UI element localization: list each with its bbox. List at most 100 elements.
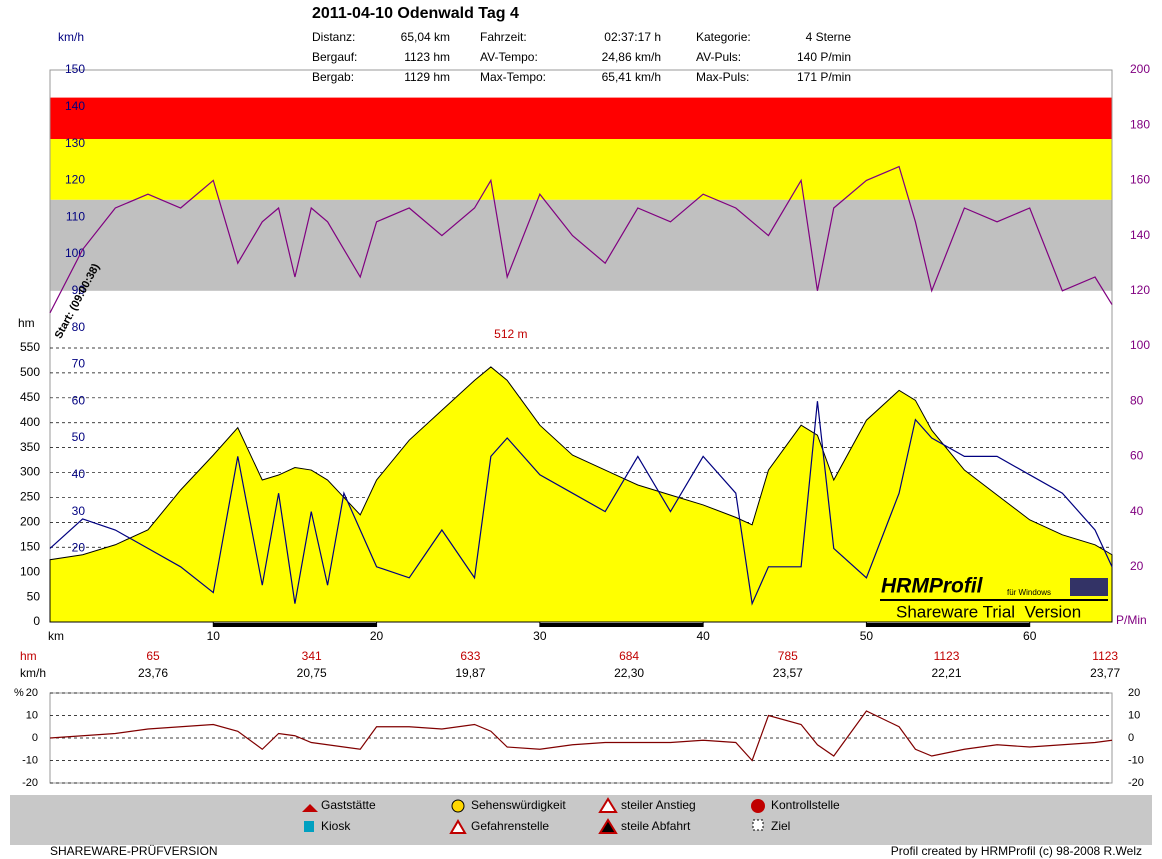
y2-tick-label: 80 (1130, 393, 1144, 407)
y-tick-label: 100 (20, 564, 40, 578)
y-tick-label: 150 (20, 539, 40, 553)
icon (751, 799, 765, 813)
split-hm: 684 (619, 649, 639, 663)
icon (304, 821, 314, 832)
stat-label: Max-Tempo: (480, 70, 546, 84)
y2-tick-label: 20 (1130, 559, 1144, 573)
icon (598, 818, 618, 834)
icon (449, 819, 467, 834)
stat-label: Bergab: (312, 70, 354, 84)
y3-tick-label: 150 (65, 62, 85, 76)
y-tick-label: -10 (1128, 754, 1144, 766)
icon (451, 799, 465, 813)
split-kmh: 19,87 (455, 666, 485, 680)
y3-tick-label: 140 (65, 99, 85, 113)
split-hm: 341 (302, 649, 322, 663)
y3-tick-label: 20 (72, 541, 86, 555)
main-chart: 0 50 100 150 200 250 300 350 400 450 500 550 hm 10 20 3… (18, 30, 1150, 643)
x-tick-label: 30 (533, 629, 547, 643)
stat-value: 171 P/min (797, 70, 851, 84)
hr-zone (50, 139, 1112, 200)
y2-tick-label: 200 (1130, 62, 1150, 76)
split-hm: 65 (146, 649, 160, 663)
elevation-area (49, 366, 1113, 623)
x-tick-label: 20 (370, 629, 384, 643)
x-tick-label: 40 (696, 629, 710, 643)
y3-tick-label: 50 (72, 430, 86, 444)
split-kmh: 23,77 (1090, 666, 1120, 680)
y3-tick-label: 130 (65, 136, 85, 150)
y2-tick-label: 100 (1130, 338, 1150, 352)
series-line (49, 165, 1113, 314)
stat-value: 65,04 km (401, 30, 450, 44)
y2-tick-label: 160 (1130, 173, 1150, 187)
legend-label: steile Abfahrt (621, 819, 691, 833)
y3-tick-label: 60 (72, 393, 86, 407)
stat-value: 4 Sterne (806, 30, 852, 44)
stats: Distanz: 65,04 km Fahrzeit: 02:37:17 h Kateg… (312, 30, 851, 84)
y-tick-label: 0 (32, 732, 38, 744)
footer-right: Profil created by HRMProfil (c) 98-2008 … (891, 844, 1142, 858)
stat-label: Kategorie: (696, 30, 751, 44)
peak-label: 512 m (494, 327, 527, 341)
stat-label: Distanz: (312, 30, 355, 44)
brand-trial: Shareware Trial Version (896, 602, 1081, 621)
y-tick-label: 0 (1128, 732, 1134, 744)
x-axis-label: km (48, 629, 64, 643)
y-tick-label: 400 (20, 415, 40, 429)
y-tick-label: 450 (20, 390, 40, 404)
splits-hm-label: hm (20, 649, 37, 663)
y-tick-label: -10 (22, 754, 38, 766)
y-axis-label: % (14, 687, 24, 699)
splits: hm km/h 65 23,76 341 20,75 633 19,87 684 22,30 785… (20, 649, 1121, 680)
stat-value: 02:37:17 h (604, 30, 661, 44)
icon (302, 804, 318, 812)
brand-name: HRMProfil (881, 575, 984, 598)
y-tick-label: 0 (33, 614, 40, 628)
y3-tick-label: 90 (72, 283, 86, 297)
split-hm: 1123 (1092, 649, 1118, 663)
y-tick-label: 20 (1128, 687, 1140, 699)
splits-kmh-label: km/h (20, 666, 46, 680)
y-tick-label: -20 (22, 777, 38, 789)
split-hm: 633 (460, 649, 480, 663)
footer-left: SHAREWARE-PRÜFVERSION (50, 844, 218, 858)
y-tick-label: 500 (20, 365, 40, 379)
y3-axis-label: km/h (58, 30, 84, 44)
gradient-chart: -20 -20 -10 -10 0 0 10 10 20 20% (14, 687, 1144, 789)
x-tick-label: 10 (207, 629, 221, 643)
y-tick-label: 550 (20, 340, 40, 354)
stat-label: AV-Tempo: (480, 50, 538, 64)
y2-tick-label: 180 (1130, 117, 1150, 131)
y2-axis-label: P/Min (1116, 613, 1147, 627)
x-tick-label: 50 (860, 629, 874, 643)
split-kmh: 22,30 (614, 666, 644, 680)
brand-icon (1070, 578, 1108, 596)
y-tick-label: 20 (26, 687, 38, 699)
y-tick-label: 10 (1128, 709, 1140, 721)
stat-label: Bergauf: (312, 50, 357, 64)
hr-zone (50, 199, 1112, 291)
y-tick-label: 50 (27, 589, 41, 603)
stat-value: 140 P/min (797, 50, 851, 64)
split-kmh: 23,76 (138, 666, 168, 680)
y-tick-label: 300 (20, 465, 40, 479)
y-tick-label: -20 (1128, 777, 1144, 789)
y3-tick-label: 80 (72, 320, 86, 334)
stat-value: 65,41 km/h (602, 70, 661, 84)
legend-label: Kontrollstelle (771, 798, 840, 812)
split-kmh: 22,21 (931, 666, 961, 680)
stat-label: AV-Puls: (696, 50, 741, 64)
y-tick-label: 350 (20, 440, 40, 454)
y3-tick-label: 70 (72, 357, 86, 371)
legend-label: Sehenswürdigkeit (471, 798, 566, 812)
stat-label: Fahrzeit: (480, 30, 527, 44)
y3-tick-label: 30 (72, 504, 86, 518)
legend-label: Ziel (771, 819, 790, 833)
stat-value: 24,86 km/h (602, 50, 661, 64)
y2-tick-label: 60 (1130, 449, 1144, 463)
title: 2011-04-10 Odenwald Tag 4 (312, 5, 519, 22)
map-legend: Gaststätte Sehenswürdigkeit steiler Anst… (10, 795, 1152, 845)
stat-value: 1129 hm (404, 70, 450, 84)
